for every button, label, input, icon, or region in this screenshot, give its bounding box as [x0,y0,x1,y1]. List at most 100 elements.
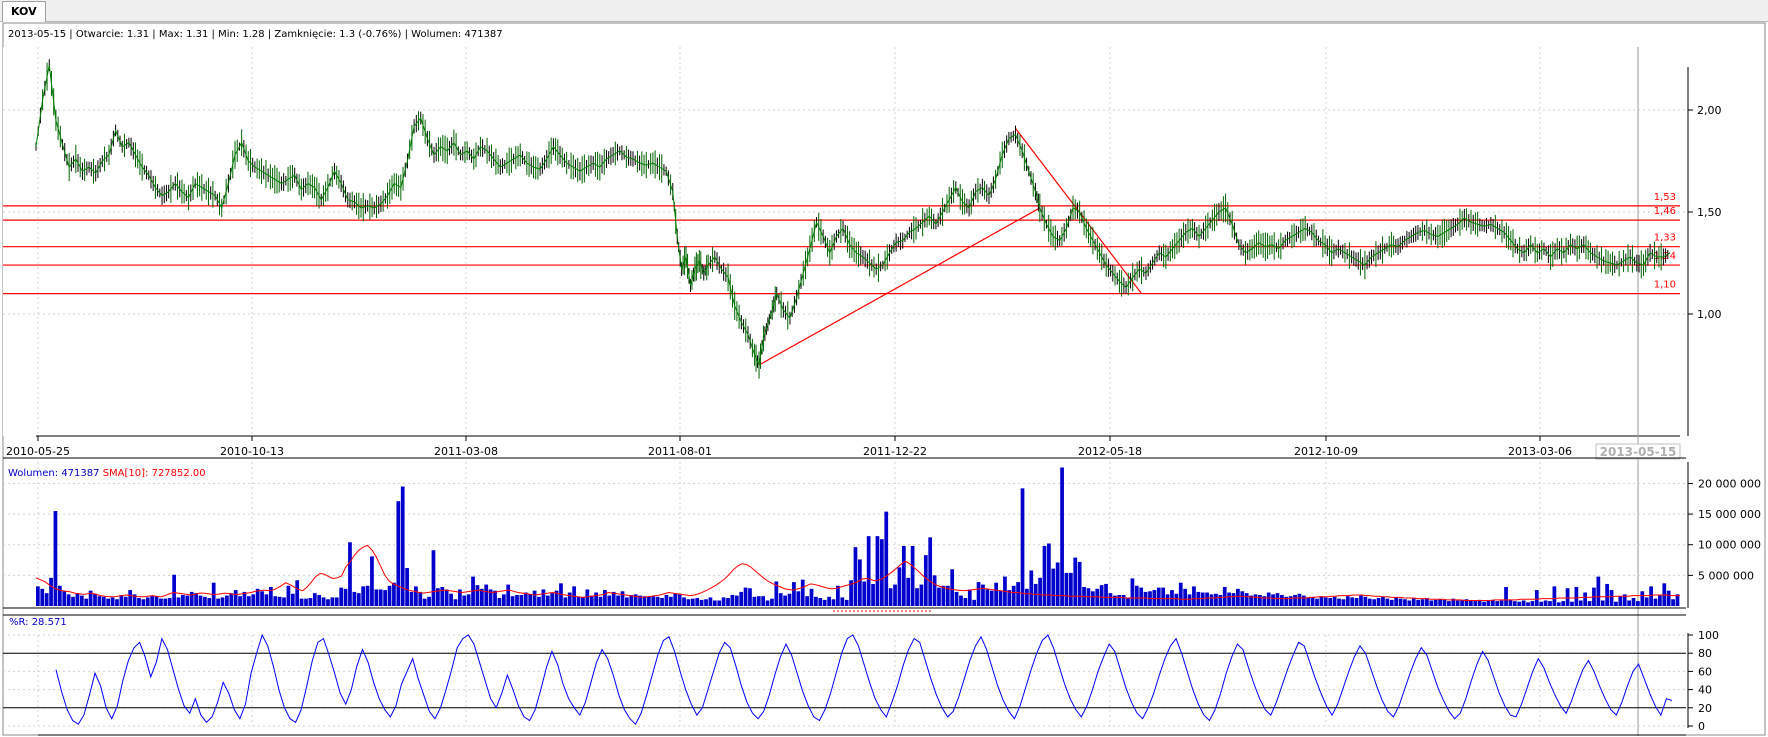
volume-bar-365 [1640,591,1645,606]
volume-bar-200 [915,588,919,606]
volume-bar-14 [97,596,102,606]
volume-bar-81 [392,582,396,606]
volume-bar-19 [119,594,124,606]
volume-bar-155 [717,600,722,606]
price-x-tick-label-5: 2012-05-18 [1078,445,1142,458]
volume-bar-13 [93,593,97,606]
volume-bar-324 [1460,599,1464,606]
volume-bar-372 [1671,599,1675,606]
volume-bar-95 [453,599,458,606]
price-panel[interactable]: 2,00 1,50 1,00 2010-05-25 2010-10-13 2011-03-… [3,47,1722,736]
volume-bar-181 [831,599,836,606]
volume-bar-52 [264,594,269,606]
volume-bar-325 [1464,599,1469,606]
volume-bar-229 [1042,545,1047,606]
volume-bar-159 [734,595,739,606]
volume-bar-316 [1425,598,1429,606]
volume-bar-170 [783,595,788,606]
tab-bar: KOV [0,0,1768,22]
volume-bar-247 [1121,594,1126,606]
volume-bar-47 [242,591,247,606]
volume-bar-352 [1583,592,1588,606]
volume-bar-147 [682,597,686,606]
volume-bar-295 [1332,596,1337,606]
volume-bar-117 [550,593,555,606]
volume-bar-51 [260,591,264,606]
volume-bar-43 [225,595,229,606]
volume-bar-198 [906,577,911,606]
volume-bar-221 [1007,590,1012,606]
volume-bar-128 [598,596,603,606]
volume-bar-197 [901,545,906,606]
volume-bar-152 [704,599,708,606]
volume-bar-371 [1666,590,1671,606]
volume-bar-139 [647,596,651,606]
volume-bar-235 [1068,572,1073,606]
volume-bar-77 [374,589,379,606]
volume-bar-204 [932,575,937,606]
volume-bar-367 [1649,586,1653,606]
volume-bar-144 [668,596,673,606]
volume-bar-304 [1372,599,1377,606]
volume-bar-288 [1301,595,1306,606]
volume-bar-32 [176,597,181,606]
volume-bar-140 [651,596,656,606]
volume-bar-343 [1543,600,1548,606]
volume-bar-212 [967,589,972,606]
volume-bar-321 [1447,601,1451,606]
price-x-tick-label-4: 2011-12-22 [863,445,927,458]
volume-bar-92 [440,587,445,606]
volume-bar-286 [1293,594,1297,606]
volume-bar-347 [1561,601,1566,606]
volume-bar-33 [181,594,185,606]
volume-bar-194 [888,588,893,606]
volume-bar-256 [1161,587,1166,606]
volume-bar-180 [827,596,831,606]
volume-bar-244 [1108,593,1113,606]
volume-bar-223 [1016,582,1020,606]
volume-bar-89 [427,596,431,606]
volume-bar-121 [567,592,572,606]
volume-bar-173 [796,591,801,606]
volume-bar-115 [541,589,546,606]
volume-bar-205 [937,587,941,606]
volume-bar-65 [321,597,326,606]
volume-bar-240 [1090,591,1095,606]
williams-r-panel[interactable]: 100 80 60 40 20 0 [3,614,1719,736]
volume-bar-327 [1473,601,1478,606]
volume-bar-292 [1319,596,1324,606]
volume-bar-303 [1367,598,1372,606]
volume-panel[interactable]: 20 000 000 15 000 000 10 000 000 5 000 000 [3,457,1761,612]
cursor-date-box [1595,443,1681,460]
volume-bar-358 [1609,590,1614,606]
volume-bar-250 [1134,585,1139,606]
volume-bar-153 [708,597,713,606]
volume-bar-138 [642,596,647,606]
volume-bar-251 [1139,587,1144,606]
volume-bar-113 [532,590,537,606]
volume-bar-82 [396,501,401,606]
volume-bar-124 [581,596,585,606]
info-close-value: 1.3 (-0.76%) [339,29,401,40]
volume-bar-217 [989,590,994,606]
volume-bar-49 [251,594,256,606]
wr-y-tick-label-5: 0 [1698,720,1705,733]
volume-bar-348 [1565,588,1570,606]
volume-bar-91 [436,588,440,606]
volume-bar-219 [998,590,1003,606]
trendline-up [758,207,1041,366]
volume-bar-302 [1363,596,1368,606]
volume-bar-59 [295,580,300,606]
volume-bar-335 [1508,599,1513,606]
volume-bar-132 [616,595,620,606]
volume-bar-248 [1126,597,1130,606]
volume-bar-150 [695,598,700,606]
price-info-bar: 2013-05-15 | Otwarcie: 1.31 | Max: 1.31 … [8,29,503,40]
tab-kov[interactable]: KOV [2,1,46,22]
info-min-label: Min: [218,29,239,40]
volume-bar-330 [1486,600,1491,606]
williams-r-header: %R: 28.571 [9,617,67,628]
wr-y-tick-label-0: 100 [1698,629,1719,642]
volume-bar-203 [928,537,933,606]
price-x-tick-label-1: 2010-10-13 [220,445,284,458]
